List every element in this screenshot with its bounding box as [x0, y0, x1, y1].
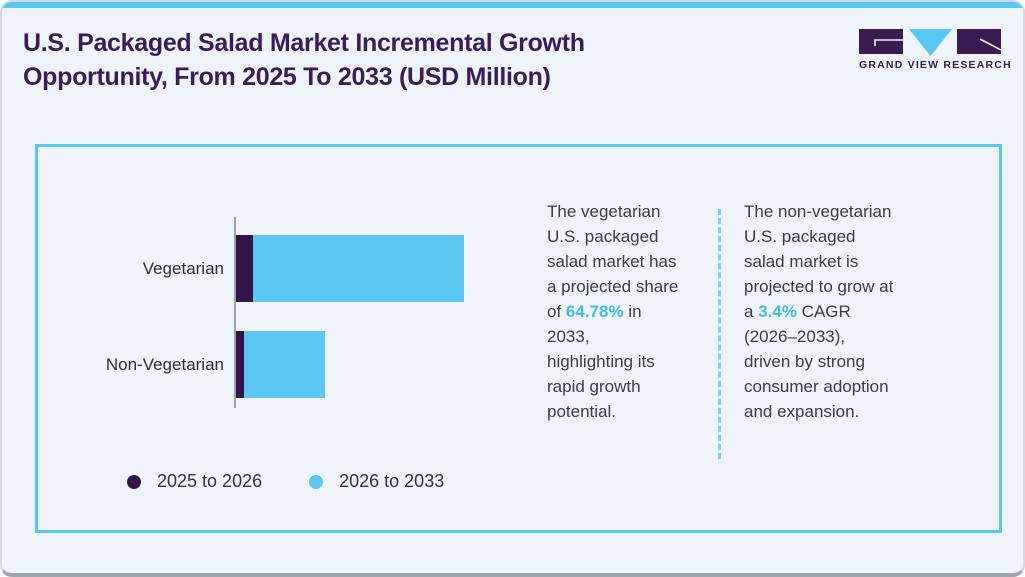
- legend-label: 2026 to 2033: [339, 471, 445, 491]
- legend-label: 2025 to 2026: [157, 471, 263, 491]
- logo-r-block-icon: [957, 29, 1001, 54]
- legend-item: 2025 to 2026: [127, 471, 262, 492]
- bar-segments: [236, 331, 325, 398]
- chart-legend: 2025 to 2026 2026 to 2033: [127, 471, 444, 492]
- logo-v-triangle-icon: [909, 29, 952, 56]
- legend-dot-2026-2033: [309, 474, 324, 489]
- bar-segment: [244, 331, 325, 398]
- annotation-vegetarian: The vegetarian U.S. packaged salad marke…: [547, 199, 719, 424]
- highlight-share-value: 64.78%: [565, 302, 624, 321]
- page-title: U.S. Packaged Salad Market Incremental G…: [23, 29, 585, 91]
- logo-g-block-icon: [859, 29, 903, 54]
- annotation-text: The vegetarian U.S. packaged salad marke…: [547, 202, 679, 321]
- legend-dot-2025-2026: [127, 474, 141, 489]
- annotation-text: CAGR (2026–2033), driven by strong consu…: [744, 302, 889, 421]
- bar-segment: [236, 331, 244, 398]
- annotation-text: The non-vegetarian U.S. packaged salad m…: [744, 202, 894, 321]
- chart-axis-line: [234, 217, 236, 408]
- chart-panel-border: [35, 144, 1002, 533]
- gvr-logo-marks: [859, 29, 1001, 56]
- highlight-cagr-value: 3.4%: [758, 302, 797, 321]
- category-label: Vegetarian: [142, 258, 224, 278]
- bar-segment: [236, 235, 253, 302]
- dashed-divider: [718, 209, 721, 459]
- legend-item: 2026 to 2033: [309, 471, 444, 492]
- category-label: Non-Vegetarian: [105, 354, 224, 374]
- bar-segment: [253, 235, 464, 302]
- grand-view-research-logo: GRAND VIEW RESEARCH: [859, 29, 1012, 71]
- logo-wordmark: GRAND VIEW RESEARCH: [859, 59, 1012, 71]
- top-accent-bar: [2, 2, 1023, 8]
- annotation-text: in 2033, highlighting its rapid growth p…: [547, 302, 655, 421]
- annotation-non-vegetarian: The non-vegetarian U.S. packaged salad m…: [744, 199, 928, 424]
- bar-segments: [236, 235, 464, 302]
